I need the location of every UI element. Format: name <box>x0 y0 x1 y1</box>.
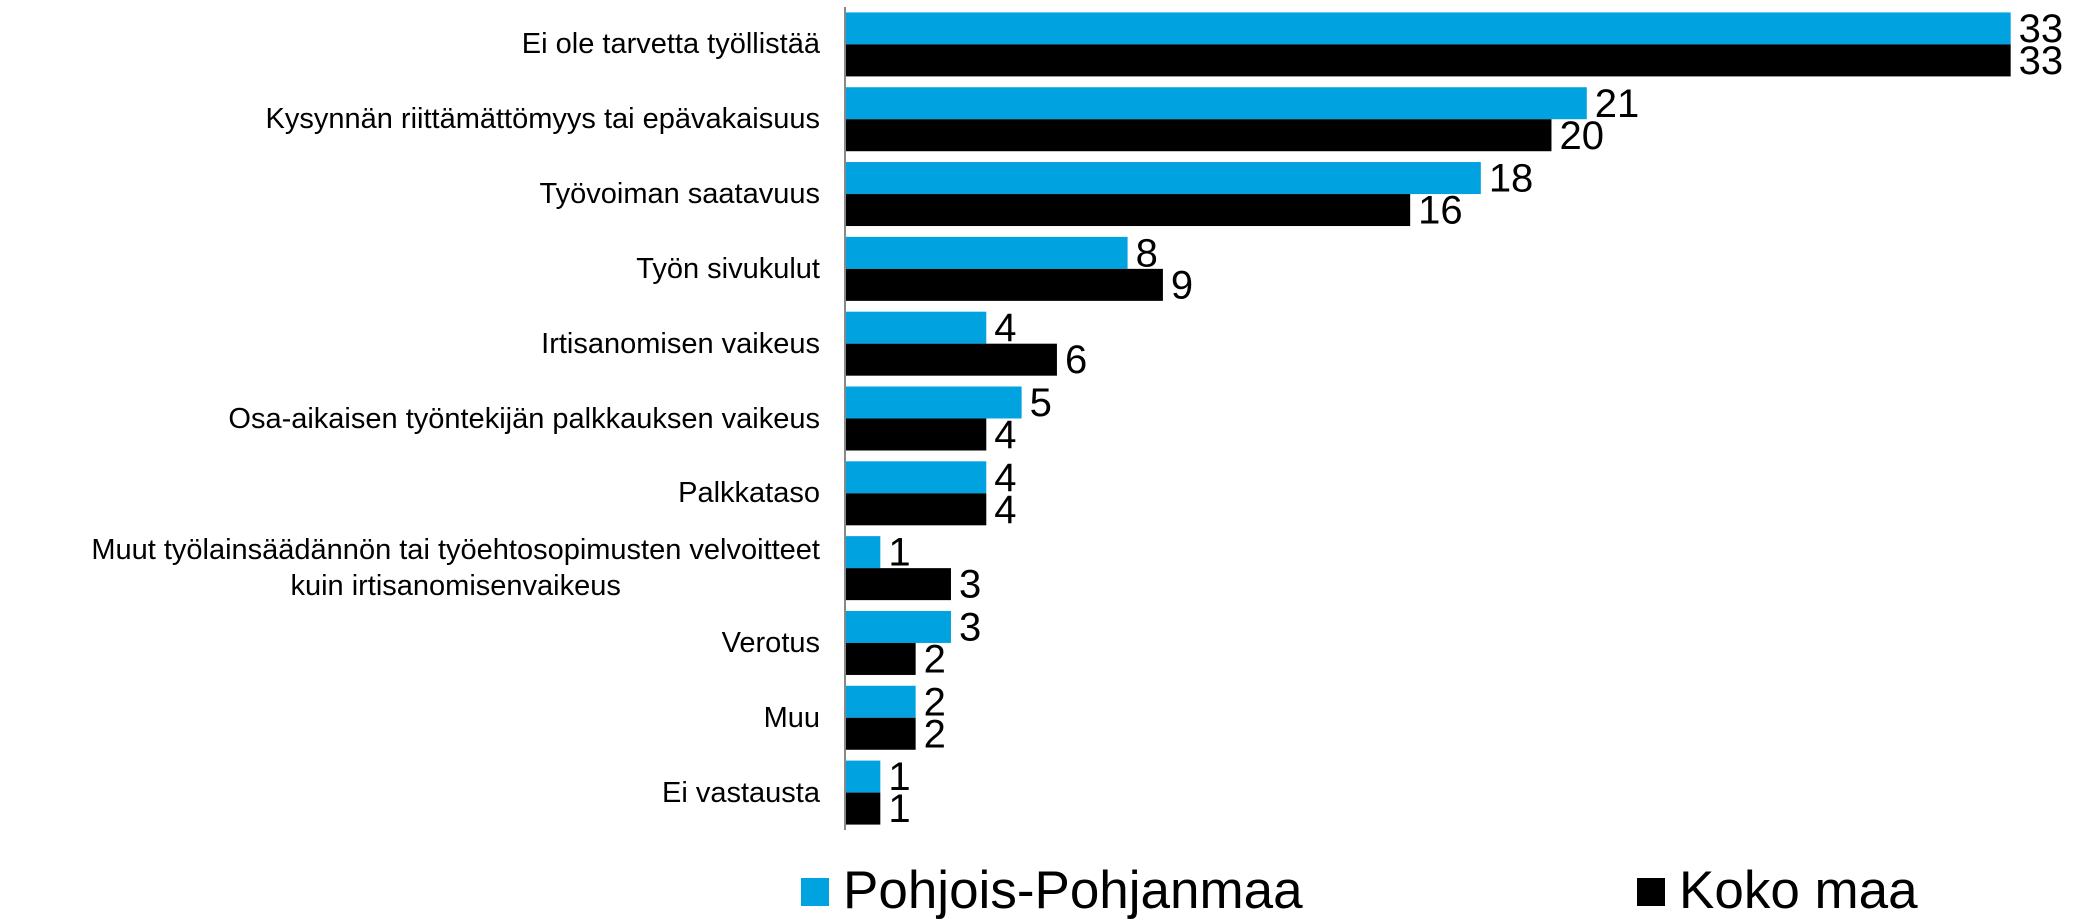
category-text: Työn sivukulut <box>636 252 820 285</box>
bar <box>845 717 916 750</box>
legend-label: Koko maa <box>1679 861 1918 920</box>
category-text: Verotus <box>721 626 820 659</box>
value-label: 20 <box>1559 114 1604 158</box>
category-text: Kysynnän riittämättömyys tai epävakaisuu… <box>265 103 820 136</box>
value-label: 5 <box>1030 381 1052 425</box>
value-label: 33 <box>2019 7 2064 51</box>
bar <box>845 12 2011 45</box>
bar <box>845 536 881 569</box>
value-label: 4 <box>994 488 1016 532</box>
category-text: Työvoiman saatavuus <box>539 178 820 211</box>
value-label: 2 <box>924 680 946 724</box>
bar <box>845 610 951 643</box>
bar <box>845 44 2011 77</box>
value-label: 9 <box>1171 263 1193 307</box>
bar <box>845 493 987 526</box>
bar <box>845 343 1057 376</box>
legend-label: Pohjois-Pohjanmaa <box>843 861 1303 920</box>
category-label: Työn sivukulut <box>0 251 820 287</box>
value-label: 2 <box>924 638 946 682</box>
value-label: 4 <box>994 456 1016 500</box>
value-label: 16 <box>1418 189 1463 233</box>
bar <box>845 162 1481 195</box>
bar <box>845 685 916 718</box>
category-label: Työvoiman saatavuus <box>0 176 820 212</box>
category-label: Irtisanomisen vaikeus <box>0 326 820 362</box>
category-text: Palkkataso <box>678 477 820 510</box>
category-text: Muu <box>763 701 820 734</box>
value-label: 3 <box>959 606 981 650</box>
bar <box>845 119 1552 152</box>
bar <box>845 461 987 494</box>
category-label: Muu <box>0 700 820 736</box>
bar <box>845 386 1022 419</box>
category-label: Osa-aikaisen työntekijän palkkauksen vai… <box>0 401 820 437</box>
category-label: Ei ole tarvetta työllistää <box>0 26 820 62</box>
category-text: Ei vastausta <box>662 776 820 809</box>
value-label: 6 <box>1065 338 1087 382</box>
bar <box>845 268 1163 301</box>
value-label: 33 <box>2019 39 2064 83</box>
bar <box>845 311 987 344</box>
bar <box>845 642 916 675</box>
value-label: 4 <box>994 413 1016 457</box>
category-label: Muut työlainsäädännön tai työehtosopimus… <box>0 532 820 604</box>
value-label: 2 <box>924 712 946 756</box>
value-label: 1 <box>888 787 910 831</box>
value-label: 8 <box>1136 231 1158 275</box>
category-label: Verotus <box>0 625 820 661</box>
bar <box>845 418 987 451</box>
legend-swatch <box>801 878 829 906</box>
value-label: 18 <box>1489 157 1534 201</box>
legend-swatch <box>1637 878 1665 906</box>
category-text: Muut työlainsäädännön tai työehtosopimus… <box>91 534 820 603</box>
bar <box>845 792 881 825</box>
category-label: Palkkataso <box>0 475 820 511</box>
bar <box>845 568 951 601</box>
value-label: 21 <box>1595 82 1640 126</box>
category-text: Irtisanomisen vaikeus <box>541 327 820 360</box>
category-label: Ei vastausta <box>0 775 820 811</box>
value-label: 3 <box>959 563 981 607</box>
category-text: Ei ole tarvetta työllistää <box>521 28 820 61</box>
value-label: 1 <box>888 755 910 799</box>
category-label: Kysynnän riittämättömyys tai epävakaisuu… <box>0 101 820 137</box>
bar <box>845 194 1411 227</box>
value-label: 1 <box>888 531 910 575</box>
category-text: Osa-aikaisen työntekijän palkkauksen vai… <box>228 402 820 435</box>
bar <box>845 760 881 793</box>
value-label: 4 <box>994 306 1016 350</box>
bar <box>845 87 1587 120</box>
bar <box>845 236 1128 269</box>
